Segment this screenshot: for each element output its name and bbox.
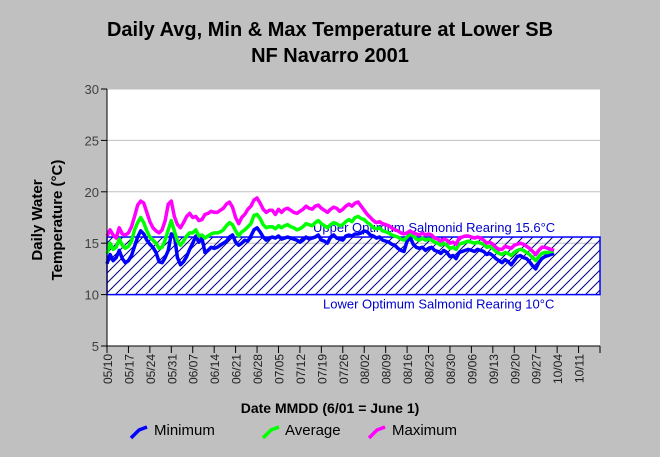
y-tick-label: 20: [85, 185, 99, 200]
legend-label-minimum: Minimum: [154, 422, 215, 439]
chart-title-line-2: NF Navarro 2001: [251, 45, 409, 67]
series-line-maximum: [105, 196, 555, 257]
x-tick-label: 05/31: [165, 354, 179, 384]
x-tick-label: 09/27: [530, 354, 544, 384]
legend: Minimum Average Maximum: [0, 422, 660, 444]
x-tick-label: 06/21: [230, 354, 244, 384]
legend-swatch-average: [261, 425, 280, 440]
x-tick-label: 05/10: [101, 354, 115, 384]
x-tick-label: 05/24: [144, 354, 158, 384]
x-tick-label: 08/30: [444, 354, 458, 384]
y-tick-label: 25: [85, 133, 99, 148]
y-tick-label: 15: [85, 236, 99, 251]
y-axis-label: Daily Water Temperature (°C): [29, 160, 66, 281]
y-tick-label: 5: [92, 339, 99, 354]
x-tick-label: 08/23: [423, 354, 437, 384]
x-tick-label: 07/19: [315, 354, 329, 384]
series-line-minimum: [105, 226, 555, 271]
chart-title-line-1: Daily Avg, Min & Max Temperature at Lowe…: [106, 19, 554, 41]
legend-swatch-maximum: [367, 425, 386, 440]
x-tick-label: 06/28: [251, 354, 265, 384]
x-tick-label: 06/07: [187, 354, 201, 384]
legend-label-average: Average: [285, 422, 341, 439]
y-tick-label: 10: [85, 288, 99, 303]
x-tick-label: 05/17: [122, 354, 136, 384]
y-tick-label: 30: [85, 82, 99, 97]
y-axis-label-line-1: Daily Water: [29, 179, 46, 260]
x-tick-label: 09/13: [487, 354, 501, 384]
band-upper-label: Upper Optimum Salmonid Rearing 15.6°C: [313, 220, 555, 235]
legend-swatch-minimum: [129, 425, 148, 440]
x-tick-label: 08/16: [401, 354, 415, 384]
x-tick-label: 07/12: [294, 354, 308, 384]
x-tick-label: 10/04: [551, 354, 565, 384]
x-axis-label: Date MMDD (6/01 = June 1): [240, 400, 420, 416]
x-tick-label: 09/06: [465, 354, 479, 384]
x-tick-label: 07/05: [272, 354, 286, 384]
x-tick-label: 07/26: [337, 354, 351, 384]
chart-plot: Upper Optimum Salmonid Rearing 15.6°C Low…: [85, 82, 601, 384]
x-tick-label: 08/02: [358, 354, 372, 384]
legend-label-maximum: Maximum: [392, 422, 458, 439]
x-tick-label: 08/09: [380, 354, 394, 384]
band-lower-label: Lower Optimum Salmonid Rearing 10°C: [323, 297, 554, 312]
x-tick-label: 10/11: [573, 354, 587, 383]
x-tick-label: 06/14: [208, 354, 222, 384]
series-line-average: [105, 212, 555, 263]
x-tick-label: 09/20: [508, 354, 522, 384]
y-axis-label-line-2: Temperature (°C): [49, 160, 66, 281]
